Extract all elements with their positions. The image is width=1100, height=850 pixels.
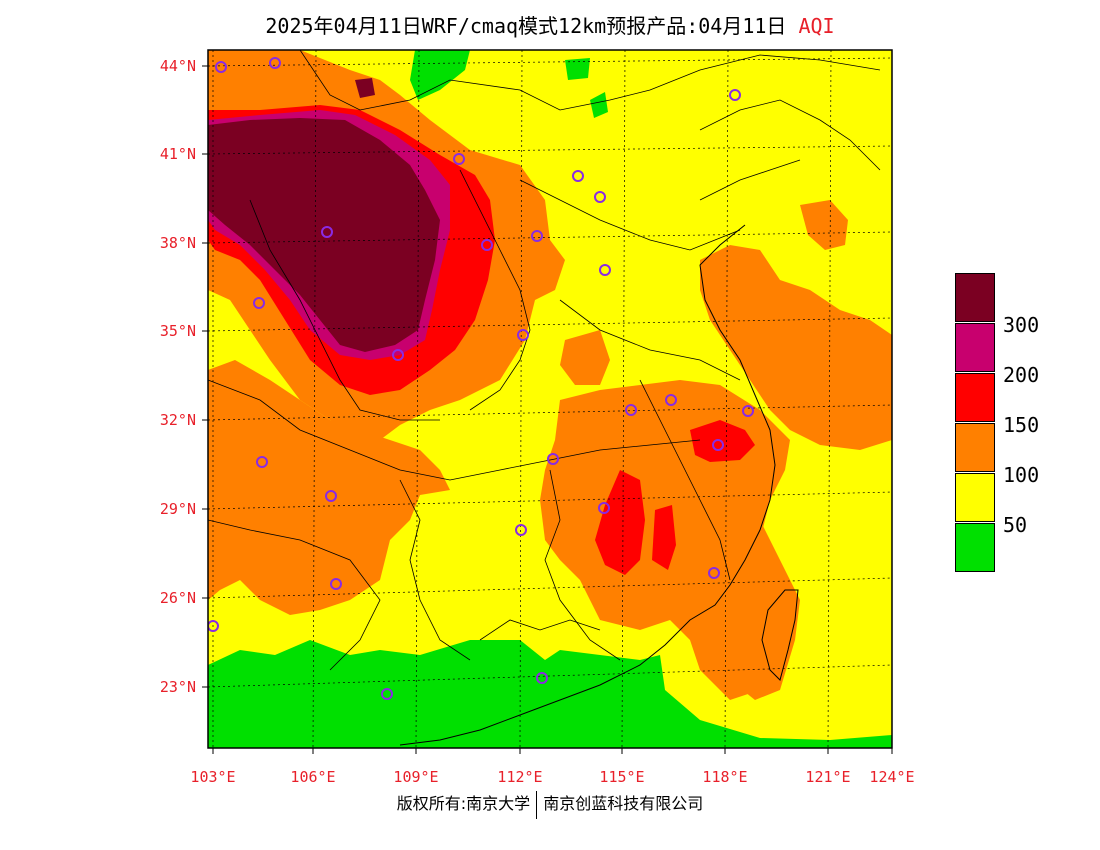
- lon-label: 112°E: [497, 768, 542, 786]
- copyright-right: 南京创蓝科技有限公司: [543, 794, 704, 813]
- station-marker: [256, 456, 268, 468]
- monitoring-stations: [208, 57, 754, 700]
- lat-label: 38°N: [160, 234, 196, 252]
- legend-label: 300: [1003, 313, 1040, 337]
- aqi-area-usg-west: [208, 360, 450, 615]
- axis-ticks: [202, 65, 893, 754]
- aqi-area-good-spot2: [590, 92, 608, 118]
- legend-swatch-unhealthy: [955, 373, 995, 422]
- station-marker: [742, 405, 754, 417]
- station-marker: [208, 620, 219, 632]
- map-title-variable: AQI: [798, 14, 835, 38]
- station-marker: [599, 264, 611, 276]
- map-title: 2025年04月11日WRF/cmaq模式12km预报产品:04月11日 AQI: [0, 10, 1100, 39]
- legend-label: 150: [1003, 413, 1040, 437]
- aqi-area-usg-center-spot: [560, 330, 610, 385]
- lat-labels: 44°N 41°N 38°N 35°N 32°N 29°N 26°N 23°N: [160, 57, 196, 696]
- copyright-footer: 版权所有:南京大学 南京创蓝科技有限公司: [0, 790, 1100, 819]
- station-marker: [708, 567, 720, 579]
- footer-separator: [536, 790, 538, 819]
- legend-swatch-usg: [955, 423, 995, 472]
- legend-label: 100: [1003, 463, 1040, 487]
- station-marker: [325, 490, 337, 502]
- admin-boundaries: [208, 50, 881, 746]
- station-marker: [531, 230, 543, 242]
- aqi-area-good-north: [410, 50, 470, 100]
- station-marker: [392, 349, 404, 361]
- station-marker: [729, 89, 741, 101]
- station-marker: [515, 524, 527, 536]
- aqi-area-unhealthy-south1: [595, 470, 645, 575]
- aqi-area-usg-northeast: [800, 200, 848, 250]
- aqi-area-hazardous-spot: [355, 78, 375, 98]
- aqi-area-unhealthy-east: [690, 420, 755, 462]
- station-marker: [547, 453, 559, 465]
- legend-swatch-hazardous: [955, 273, 995, 322]
- legend-swatch-very-unhealthy: [955, 323, 995, 372]
- lon-labels: 103°E 106°E 109°E 112°E 115°E 118°E 121°…: [190, 768, 914, 786]
- station-marker: [598, 502, 610, 514]
- lat-label: 35°N: [160, 322, 196, 340]
- map-title-main: 2025年04月11日WRF/cmaq模式12km预报产品:04月11日: [265, 14, 787, 38]
- aqi-area-good-spot: [565, 58, 590, 80]
- station-marker: [481, 239, 493, 251]
- lon-label: 124°E: [869, 768, 914, 786]
- legend-swatch-good: [955, 523, 995, 572]
- station-marker: [625, 404, 637, 416]
- lon-label: 115°E: [599, 768, 644, 786]
- aqi-area-usg-taiwan-strait: [720, 500, 800, 700]
- lat-label: 23°N: [160, 678, 196, 696]
- station-marker: [253, 297, 265, 309]
- station-marker: [453, 153, 465, 165]
- lon-label: 106°E: [290, 768, 335, 786]
- station-marker: [594, 191, 606, 203]
- lon-label: 118°E: [702, 768, 747, 786]
- lat-label: 41°N: [160, 145, 196, 163]
- station-marker: [536, 672, 548, 684]
- legend-label: 50: [1003, 513, 1028, 537]
- graticule: [208, 50, 892, 748]
- lat-label: 44°N: [160, 57, 196, 75]
- station-marker: [269, 57, 281, 69]
- aqi-area-usg-east: [700, 245, 892, 450]
- station-marker: [572, 170, 584, 182]
- copyright-left: 版权所有:南京大学: [396, 794, 531, 813]
- legend-swatch-moderate: [955, 473, 995, 522]
- lon-label: 109°E: [393, 768, 438, 786]
- aqi-field: [208, 50, 892, 748]
- lat-label: 26°N: [160, 589, 196, 607]
- lon-label: 121°E: [805, 768, 850, 786]
- station-marker: [321, 226, 333, 238]
- station-marker: [381, 688, 393, 700]
- lon-label: 103°E: [190, 768, 235, 786]
- station-marker: [215, 61, 227, 73]
- station-marker: [330, 578, 342, 590]
- station-marker: [712, 439, 724, 451]
- aqi-area-good-south: [208, 640, 892, 748]
- map-frame: [207, 49, 893, 749]
- lat-label: 32°N: [160, 411, 196, 429]
- station-marker: [665, 394, 677, 406]
- aqi-area-unhealthy-south2: [652, 505, 676, 570]
- station-marker: [517, 329, 529, 341]
- legend-label: 200: [1003, 363, 1040, 387]
- lat-label: 29°N: [160, 500, 196, 518]
